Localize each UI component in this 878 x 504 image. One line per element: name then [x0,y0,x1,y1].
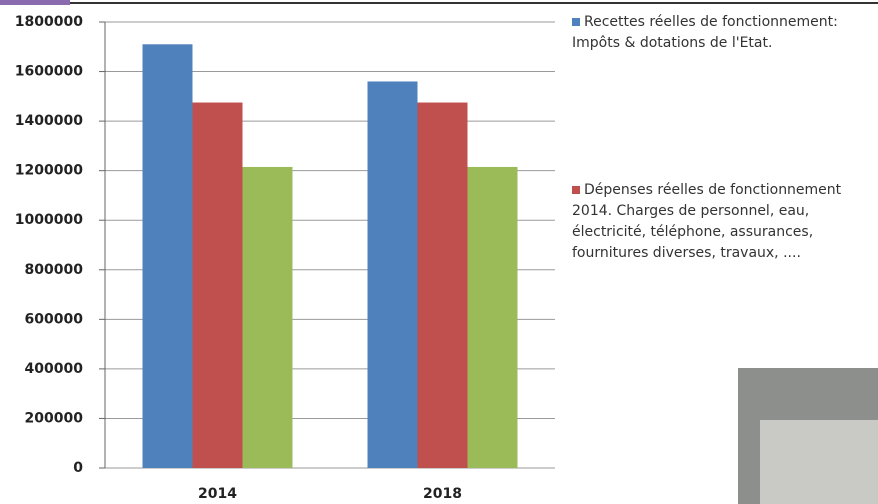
legend-swatch [572,186,580,194]
y-tick-label: 1400000 [15,113,83,129]
bar [418,103,468,468]
y-tick-label: 800000 [25,262,84,278]
top-bar [0,0,70,5]
x-tick-label: 2018 [423,486,462,502]
y-tick-label: 400000 [25,361,84,377]
y-tick-label: 1800000 [15,14,83,30]
legend-swatch [572,18,580,26]
y-tick-label: 600000 [25,311,84,327]
photo-detail [760,420,878,504]
y-tick-label: 1200000 [15,163,83,179]
bar [143,44,193,468]
legend-entry: Dépenses réelles de fonctionnement 2014.… [572,180,872,264]
x-tick-label: 2014 [198,486,237,502]
y-tick-label: 1000000 [15,212,83,228]
legend-entry: Recettes réelles de fonctionnement: Impô… [572,12,842,54]
y-tick-label: 0 [73,460,83,476]
bar [193,103,243,468]
bar [468,167,518,468]
page: 0 200000 400000 600000 800000 1000000 1200000 1… [0,0,878,504]
bar [368,81,418,468]
legend-label: Recettes réelles de fonctionnement: Impô… [572,14,838,51]
bar [243,167,293,468]
y-tick-label: 200000 [25,410,84,426]
legend-label: Dépenses réelles de fonctionnement 2014.… [572,182,841,261]
y-tick-label: 1600000 [15,64,83,80]
